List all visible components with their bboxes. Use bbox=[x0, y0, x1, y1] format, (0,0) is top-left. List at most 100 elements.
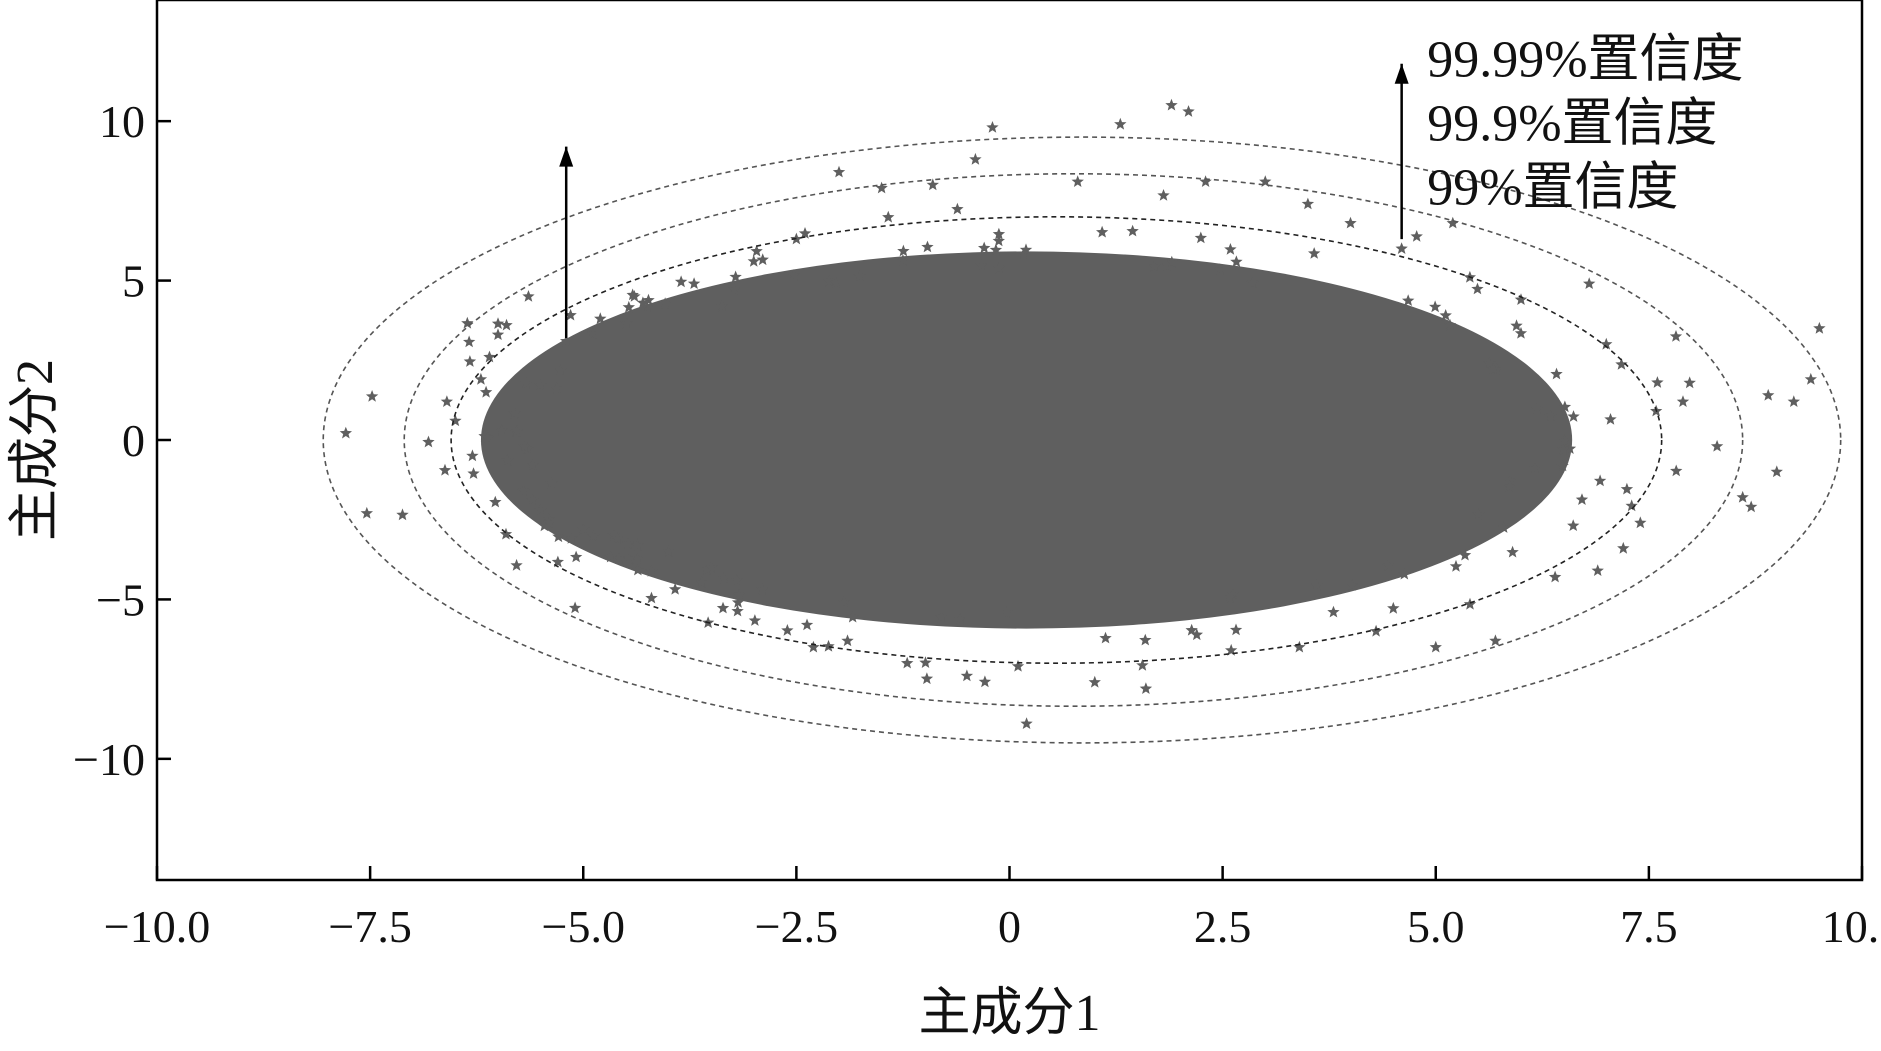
scatter-point bbox=[564, 308, 577, 321]
scatter-point bbox=[622, 537, 635, 550]
scatter-point bbox=[560, 334, 573, 347]
scatter-point bbox=[479, 385, 493, 398]
scatter-point bbox=[501, 454, 514, 466]
scatter-point bbox=[951, 202, 964, 215]
scatter-point bbox=[622, 552, 636, 565]
scatter-point bbox=[1011, 659, 1025, 672]
scatter-point bbox=[1770, 465, 1783, 478]
scatter-point bbox=[935, 610, 948, 623]
scatter-point bbox=[919, 656, 932, 668]
scatter-point bbox=[1669, 330, 1683, 342]
scatter-point bbox=[645, 591, 658, 604]
confidence-annotation: 99.99%置信度 bbox=[1427, 32, 1743, 89]
scatter-point bbox=[969, 152, 982, 165]
scatter-point bbox=[1259, 175, 1272, 187]
scatter-point bbox=[1165, 255, 1178, 268]
arrow-head bbox=[1394, 63, 1409, 84]
x-tick-label: 7.5 bbox=[1620, 901, 1678, 952]
scatter-point bbox=[1497, 521, 1510, 533]
confidence-ellipse bbox=[403, 172, 1744, 708]
scatter-point bbox=[1229, 623, 1243, 636]
scatter-point bbox=[715, 299, 729, 312]
scatter-point bbox=[604, 550, 617, 563]
scatter-point bbox=[975, 259, 988, 271]
scatter-point bbox=[978, 241, 991, 254]
scatter-point bbox=[841, 634, 854, 647]
scatter-point bbox=[1190, 628, 1203, 641]
scatter-point bbox=[668, 582, 682, 595]
scatter-point bbox=[1402, 294, 1415, 306]
scatter-point bbox=[1398, 567, 1411, 580]
scatter-point bbox=[463, 335, 476, 348]
scatter-point bbox=[1617, 541, 1630, 554]
scatter-point bbox=[622, 300, 635, 313]
scatter-point bbox=[522, 290, 535, 302]
scatter-point bbox=[489, 495, 502, 508]
confidence-annotation: 99%置信度 bbox=[1427, 160, 1678, 217]
scatter-point bbox=[1683, 376, 1696, 389]
scatter-point bbox=[756, 253, 769, 266]
scatter-point bbox=[756, 583, 769, 596]
scatter-point bbox=[718, 571, 731, 584]
scatter-point bbox=[1458, 548, 1472, 561]
x-tick-label: 2.5 bbox=[1194, 901, 1252, 952]
confidence-annotation: 99.9%置信度 bbox=[1427, 96, 1717, 153]
scatter-point bbox=[510, 425, 524, 437]
scatter-point bbox=[1344, 216, 1357, 229]
scatter-point bbox=[1736, 490, 1749, 503]
scatter-point bbox=[491, 328, 505, 340]
scatter-point bbox=[1556, 459, 1569, 472]
scatter-point bbox=[747, 254, 760, 267]
scatter-point bbox=[1000, 606, 1013, 619]
scatter-point bbox=[1514, 326, 1528, 339]
scatter-point bbox=[1503, 474, 1517, 487]
scatter-point bbox=[1225, 643, 1238, 656]
confidence-ellipses-layer bbox=[322, 136, 1842, 744]
scatter-point bbox=[1226, 587, 1240, 600]
scatter-point bbox=[396, 508, 409, 521]
scatter-point bbox=[1514, 293, 1528, 305]
scatter-point bbox=[1489, 634, 1502, 647]
scatter-point bbox=[853, 269, 866, 282]
scatter-point bbox=[1327, 605, 1340, 618]
scatter-point bbox=[1148, 260, 1161, 272]
scatter-point bbox=[1615, 358, 1628, 370]
scatter-point bbox=[728, 283, 741, 295]
scatter-point bbox=[1583, 277, 1596, 289]
scatter-point bbox=[1604, 413, 1617, 425]
scatter-point bbox=[662, 545, 675, 557]
scatter-point bbox=[543, 516, 556, 529]
scatter-point bbox=[554, 364, 567, 376]
scatter-point bbox=[1139, 682, 1153, 694]
scatter-point bbox=[978, 675, 992, 688]
scatter-core bbox=[480, 251, 1573, 629]
axes-layer bbox=[155, 0, 1864, 882]
scatter-point bbox=[1550, 367, 1563, 380]
scatter-point bbox=[1114, 117, 1127, 130]
scatter-point bbox=[636, 296, 650, 309]
scatter-point bbox=[474, 372, 488, 385]
scatter-point bbox=[1487, 362, 1500, 375]
scatter-point bbox=[422, 435, 435, 448]
scatter-point bbox=[526, 493, 539, 506]
scatter-point bbox=[992, 227, 1006, 240]
scatter-point bbox=[989, 243, 1003, 256]
scatter-point bbox=[920, 672, 934, 685]
scatter-point bbox=[1557, 443, 1570, 456]
scatter-point bbox=[1020, 717, 1033, 729]
scatter-point bbox=[731, 604, 744, 617]
scatter-point bbox=[1710, 439, 1724, 452]
scatter-point bbox=[642, 293, 655, 306]
scatter-point bbox=[781, 624, 794, 636]
scatter-point bbox=[1139, 633, 1152, 646]
scatter-point bbox=[1563, 442, 1577, 454]
scatter-point bbox=[731, 596, 745, 608]
scatter-point bbox=[594, 312, 607, 325]
scatter-point bbox=[508, 407, 521, 419]
scatter-point bbox=[1472, 508, 1485, 520]
scatter-point bbox=[1813, 321, 1826, 334]
scatter-point bbox=[829, 276, 843, 288]
scatter-point bbox=[1369, 624, 1383, 637]
